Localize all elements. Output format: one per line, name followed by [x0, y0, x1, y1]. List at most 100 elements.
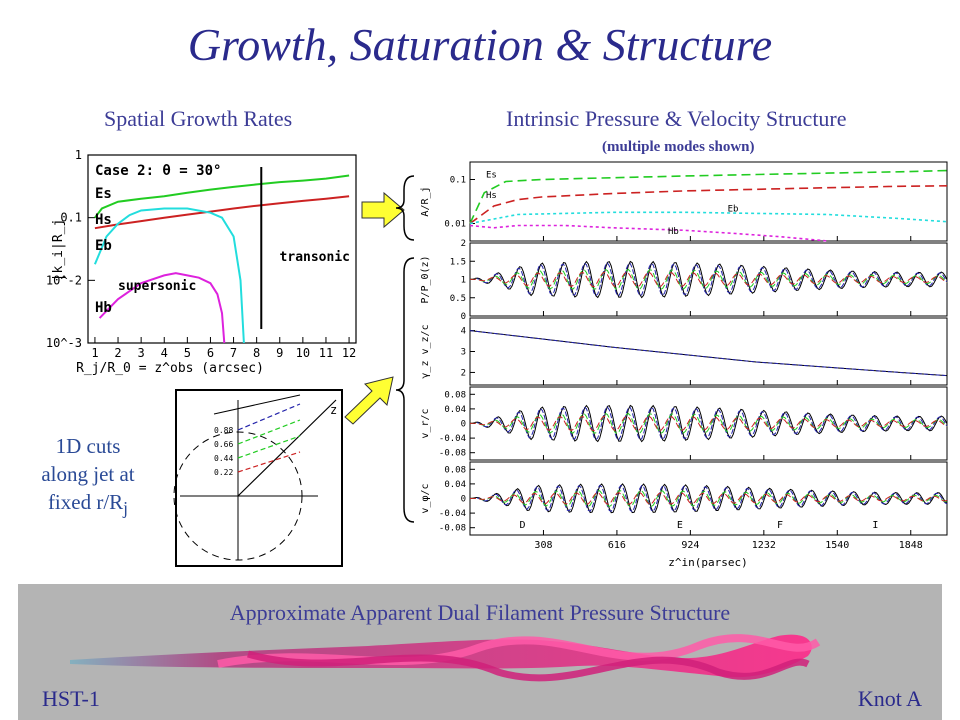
- panel-1-label-hs: Hs: [486, 191, 497, 201]
- panel-4-ylabel: v_r/c: [420, 408, 431, 438]
- panel-4-wave-blue: [469, 406, 948, 441]
- panel-2-ylabel: P/P_0(z): [420, 255, 431, 303]
- growth-legend-hb: Hb: [95, 300, 112, 316]
- inset-radius-label: 0.44: [214, 454, 233, 463]
- growth-rates-heading: Spatial Growth Rates: [104, 106, 293, 131]
- inset-cut-top: [213, 394, 301, 415]
- panel-3-frame: [469, 317, 948, 386]
- growth-xtick-label: 1: [91, 346, 98, 360]
- growth-xtick-label: 10: [296, 346, 310, 360]
- filament-panel-title: Approximate Apparent Dual Filament Press…: [229, 600, 731, 625]
- panel-5-wave-red: [469, 492, 948, 505]
- panel-2-wave-red: [469, 271, 948, 288]
- growth-xtick-label: 11: [319, 346, 333, 360]
- panel-5-ytick-label: 0.04: [444, 480, 466, 490]
- knot-label-f: F: [777, 520, 783, 531]
- panel-3-ytick-label: 3: [461, 348, 466, 358]
- inset-radius-label: 0.22: [214, 468, 233, 477]
- panel-5-wave-green: [469, 490, 948, 508]
- filament-image: [70, 634, 821, 682]
- growth-xtick-label: 6: [207, 346, 214, 360]
- inset-cut-line: [237, 403, 301, 431]
- inset-radius-label: 0.66: [214, 440, 233, 449]
- arrow-to-profiles: [344, 376, 394, 425]
- zin-tick-label: 924: [681, 540, 699, 551]
- panel-1-label-eb: Eb: [728, 204, 739, 214]
- growth-xtick-label: 12: [342, 346, 356, 360]
- panel-2-wave-black: [469, 260, 948, 299]
- panel-4-ytick-label: 0: [461, 420, 466, 430]
- transonic-label: transonic: [280, 250, 350, 265]
- growth-ytick-label: 1: [75, 148, 82, 162]
- panel-2-frame: [469, 242, 948, 317]
- zin-tick-label: 1848: [899, 540, 923, 551]
- growth-ytick-label: 0.1: [60, 211, 82, 225]
- panel-3-ytick-label: 2: [461, 368, 466, 378]
- zin-tick-label: 616: [608, 540, 626, 551]
- growth-series-hb: [98, 272, 226, 344]
- cuts-caption-subscript: j: [123, 498, 129, 519]
- panel-1-series-hs: [469, 185, 948, 225]
- growth-xtick-label: 2: [114, 346, 121, 360]
- structure-subheading: (multiple modes shown): [602, 139, 755, 155]
- panel-1-frame: [469, 161, 948, 242]
- panel-2-ytick-label: 0: [461, 312, 466, 322]
- growth-ytick-label: 10^-2: [46, 273, 82, 287]
- panel-4-ytick-label: 0.08: [444, 390, 466, 400]
- growth-series-eb: [93, 207, 245, 344]
- panel-2-wave-green: [469, 268, 948, 291]
- panel-2-ytick-label: 1: [461, 276, 466, 286]
- growth-ytick-label: 10^-3: [46, 336, 82, 350]
- brace-profiles: [395, 257, 415, 523]
- panel-5-ytick-label: 0: [461, 495, 466, 505]
- zin-axis-label: z^in(parsec): [668, 556, 747, 569]
- panel-3-ylabel: γ_z v_z/c: [420, 324, 431, 378]
- panel-4-wave-black: [469, 404, 948, 443]
- panel-5-wave-black: [469, 483, 948, 514]
- panel-4-frame: [469, 386, 948, 461]
- panel-5-ytick-label: -0.04: [439, 509, 466, 519]
- inset-frame: [175, 389, 343, 567]
- zin-tick-label: 1232: [752, 540, 776, 551]
- structure-heading: Intrinsic Pressure & Velocity Structure: [506, 106, 847, 131]
- growth-legend-hs: Hs: [95, 212, 112, 228]
- filament-panel: Approximate Apparent Dual Filament Press…: [18, 584, 942, 720]
- growth-xtick-label: 7: [230, 346, 237, 360]
- brace-amplitude: [395, 175, 415, 241]
- cuts-caption-line3-text: fixed r/R: [47, 490, 124, 514]
- hst1-label: HST-1: [42, 686, 100, 711]
- growth-xtick-label: 9: [276, 346, 283, 360]
- panel-2-ytick-label: 0.5: [450, 294, 466, 304]
- growth-legend-es: Es: [95, 186, 112, 202]
- panel-5-ytick-label: -0.08: [439, 524, 466, 534]
- growth-xtick-label: 4: [161, 346, 168, 360]
- growth-xtick-label: 8: [253, 346, 260, 360]
- growth-xlabel: R_j/R_0 = z^obs (arcsec): [76, 361, 264, 376]
- arrow-to-amplitude: [361, 191, 405, 229]
- panel-1-ytick-label: 0.1: [450, 176, 466, 186]
- inset-cut-line: [237, 435, 301, 459]
- panel-1-label-hb: Hb: [668, 227, 679, 237]
- panel-3-series-blue: [469, 330, 948, 377]
- panel-4-wave-green: [469, 412, 948, 435]
- panel-2-ytick-label: 2: [461, 239, 466, 249]
- panel-4-ytick-label: -0.04: [439, 434, 466, 444]
- panel-1-series-es: [469, 169, 948, 224]
- panel-1-series-hb: [469, 224, 828, 242]
- inset-cut-line: [237, 419, 301, 445]
- panel-1-series-eb: [469, 211, 948, 225]
- growth-legend-eb: Eb: [95, 238, 112, 254]
- zin-tick-label: 308: [534, 540, 552, 551]
- growth-series-hs: [94, 195, 350, 230]
- panel-5-wave-blue: [469, 484, 948, 513]
- cuts-caption-line3: fixed r/Rj: [18, 488, 158, 522]
- growth-case-title: Case 2: θ = 30°: [95, 163, 221, 179]
- page-title: Growth, Saturation & Structure: [187, 19, 773, 70]
- panel-5-ytick-label: 0.08: [444, 465, 466, 475]
- growth-frame: [87, 154, 357, 344]
- panel-1-ytick-label: 0.01: [444, 219, 466, 229]
- knot-a-label: Knot A: [857, 686, 922, 711]
- panel-1-ylabel: A/R_j: [420, 186, 431, 216]
- growth-xtick-label: 5: [184, 346, 191, 360]
- panel-3-series-black: [469, 330, 948, 377]
